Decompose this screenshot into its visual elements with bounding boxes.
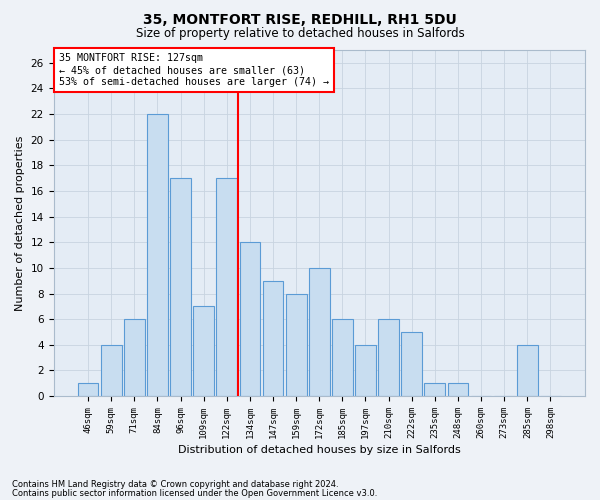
Bar xyxy=(448,384,469,396)
Bar xyxy=(286,294,307,396)
Bar xyxy=(263,280,283,396)
Bar xyxy=(193,306,214,396)
Text: 35 MONTFORT RISE: 127sqm
← 45% of detached houses are smaller (63)
53% of semi-d: 35 MONTFORT RISE: 127sqm ← 45% of detach… xyxy=(59,54,329,86)
Text: Contains HM Land Registry data © Crown copyright and database right 2024.: Contains HM Land Registry data © Crown c… xyxy=(12,480,338,489)
Bar xyxy=(101,345,122,396)
Bar xyxy=(309,268,329,396)
Bar xyxy=(332,319,353,396)
Y-axis label: Number of detached properties: Number of detached properties xyxy=(15,136,25,310)
Bar xyxy=(217,178,237,396)
Text: Contains public sector information licensed under the Open Government Licence v3: Contains public sector information licen… xyxy=(12,489,377,498)
Bar xyxy=(77,384,98,396)
Bar xyxy=(239,242,260,396)
Bar xyxy=(517,345,538,396)
Text: Size of property relative to detached houses in Salfords: Size of property relative to detached ho… xyxy=(136,28,464,40)
Bar xyxy=(401,332,422,396)
X-axis label: Distribution of detached houses by size in Salfords: Distribution of detached houses by size … xyxy=(178,445,461,455)
Bar xyxy=(124,319,145,396)
Bar xyxy=(170,178,191,396)
Bar xyxy=(355,345,376,396)
Bar xyxy=(378,319,399,396)
Bar xyxy=(424,384,445,396)
Bar xyxy=(147,114,168,396)
Text: 35, MONTFORT RISE, REDHILL, RH1 5DU: 35, MONTFORT RISE, REDHILL, RH1 5DU xyxy=(143,12,457,26)
